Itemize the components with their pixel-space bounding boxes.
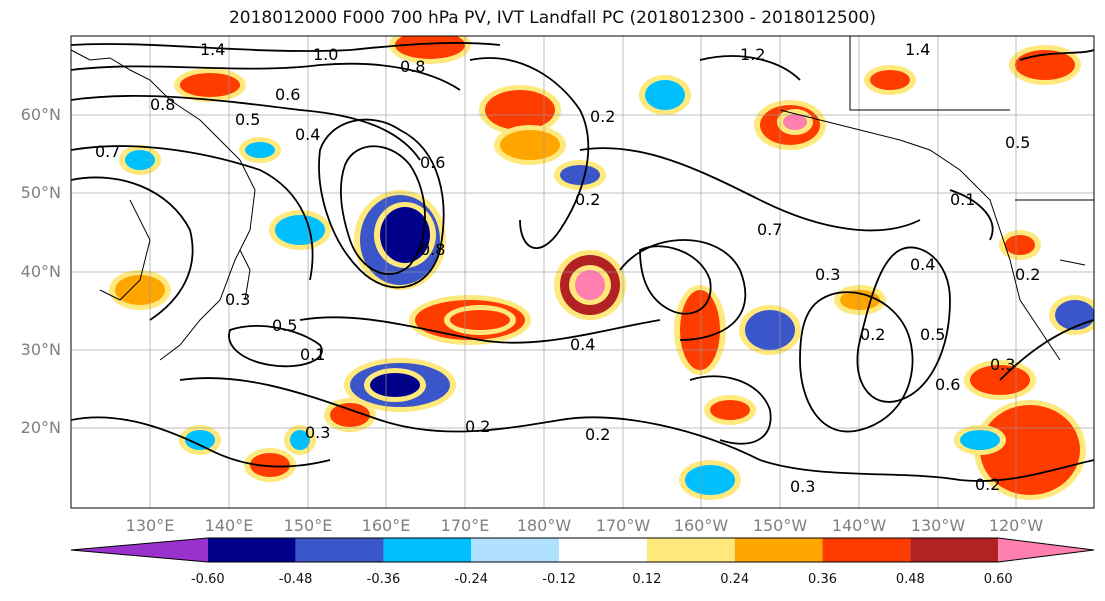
colorbar-tick-label: 0.24 [720, 572, 750, 587]
contour-label: 0.5 [235, 110, 260, 129]
latitude-label: 30°N [20, 340, 61, 359]
latitude-label: 20°N [20, 418, 61, 437]
latitude-label: 50°N [20, 183, 61, 202]
contour-label: 0.3 [790, 477, 815, 496]
colorbar-segment [646, 538, 735, 562]
longitude-label: 150°E [283, 516, 333, 535]
coastlines [71, 36, 1094, 361]
contour-label: 0.2 [860, 325, 885, 344]
longitude-label: 160°W [673, 516, 729, 535]
contour-label: 0.3 [815, 265, 840, 284]
longitude-label: 150°W [752, 516, 808, 535]
colorbar-segment [383, 538, 472, 562]
colorbar-segment [295, 538, 384, 562]
contour-label: 0.4 [910, 255, 935, 274]
longitude-label: 140°W [831, 516, 887, 535]
longitude-label: 130°W [910, 516, 966, 535]
longitude-label: 160°E [361, 516, 411, 535]
colorbar-segment [822, 538, 911, 562]
colorbar-outline [70, 537, 1095, 563]
contour-label: 0.2 [1015, 265, 1040, 284]
contour-label: 0.5 [272, 316, 297, 335]
colorbar-tick-label: 0.60 [983, 572, 1013, 587]
colorbar-tick-label: -0.24 [454, 572, 489, 587]
contour-label: 0.3 [990, 355, 1015, 374]
longitude-label: 170°E [440, 516, 490, 535]
contour-label: 0.8 [420, 240, 445, 259]
contour-label: 0.4 [570, 335, 595, 354]
colorbar-segment [910, 538, 999, 562]
colorbar-tick-label: -0.36 [366, 572, 401, 587]
contour-label: 0.7 [757, 220, 782, 239]
contour-label: 0.6 [275, 85, 300, 104]
contour-label: 0.8 [150, 95, 175, 114]
latitude-label: 40°N [20, 262, 61, 281]
colorbar-segment [734, 538, 823, 562]
colorbar-tick-label: -0.12 [542, 572, 576, 587]
map-frame [70, 35, 1095, 509]
map-title: 2018012000 F000 700 hPa PV, IVT Landfall… [228, 8, 876, 28]
contour-label: 0.7 [95, 142, 120, 161]
longitude-label: 130°E [125, 516, 175, 535]
contour-label: 1.4 [200, 40, 225, 59]
contour-label: 0.3 [225, 290, 250, 309]
contour-label: 0.5 [1005, 133, 1030, 152]
contour-label: 1.0 [313, 45, 338, 64]
contour-label: 0.4 [295, 125, 320, 144]
colorbar-tick-label: -0.48 [278, 572, 313, 587]
pv-contours [71, 42, 1094, 482]
colorbar-tick-label: -0.60 [190, 572, 225, 587]
contour-label: 0.2 [465, 417, 490, 436]
contour-label: 0.6 [935, 375, 960, 394]
colorbar-tick-label: 0.12 [632, 572, 662, 587]
longitude-label: 170°W [595, 516, 651, 535]
longitude-label: 140°E [204, 516, 254, 535]
contour-label: 0.2 [975, 475, 1000, 494]
longitude-label: 120°W [988, 516, 1044, 535]
contour-label: 0.3 [305, 423, 330, 442]
graticule [71, 36, 1094, 508]
colorbar-tick-label: 0.36 [808, 572, 837, 587]
contour-label: 0.6 [420, 153, 445, 172]
contour-label: 0.2 [585, 425, 610, 444]
colorbar-segment [998, 538, 1094, 562]
longitude-label: 180°W [516, 516, 572, 535]
contour-label: 1.4 [905, 40, 930, 59]
colorbar-segment [471, 538, 560, 562]
latitude-label: 60°N [20, 105, 61, 124]
contour-label: 0.2 [575, 190, 600, 209]
colorbar [70, 537, 1095, 563]
contour-label: 0.8 [400, 57, 425, 76]
colorbar-segment [71, 538, 208, 562]
colorbar-tick-label: 0.48 [895, 572, 925, 587]
contour-labels: 1.4 1.00.80.80.60.50.40.70.20.30.40.50.10… [95, 40, 1040, 496]
contour-label: 0.1 [950, 190, 975, 209]
contour-label: 0.2 [590, 107, 615, 126]
colorbar-segment [207, 538, 296, 562]
contour-label: 0.1 [300, 345, 325, 364]
colorbar-segment [559, 538, 647, 562]
contour-label: 1.2 [740, 45, 765, 64]
contour-label: 0.5 [920, 325, 945, 344]
